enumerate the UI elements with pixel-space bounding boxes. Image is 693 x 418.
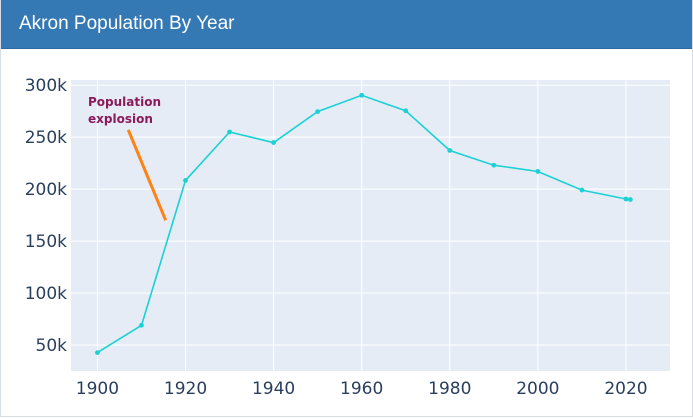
data-point (623, 196, 629, 202)
x-tick-label: 1900 (76, 379, 119, 399)
x-tick-label: 1920 (164, 379, 207, 399)
annotation-arrow (126, 129, 168, 221)
data-point (227, 129, 232, 135)
x-tick-label: 1980 (428, 379, 471, 399)
y-tick-label: 300k (25, 76, 67, 96)
data-point (139, 322, 144, 328)
y-tick-label: 250k (25, 128, 67, 148)
y-axis-tick-labels: 50k 100k 150k 200k 250k 300k (25, 76, 67, 356)
card-title: Akron Population By Year (19, 13, 235, 34)
y-tick-label: 200k (25, 180, 67, 200)
data-point (271, 140, 277, 145)
series-points (95, 92, 633, 356)
x-gridlines (96, 80, 627, 371)
plot-area (71, 80, 670, 371)
data-point (579, 187, 585, 193)
card-header: Akron Population By Year (1, 0, 692, 49)
data-point (447, 148, 453, 153)
annotation-text: Population explosion (88, 95, 161, 126)
x-tick-label: 1940 (252, 379, 295, 399)
x-axis-tick-labels: 1900 1920 1940 1960 1980 2000 2020 (76, 379, 648, 399)
series-line (96, 94, 631, 354)
y-tick-label: 150k (25, 232, 67, 252)
data-point (627, 197, 633, 202)
y-gridlines (71, 84, 670, 346)
data-point (535, 169, 541, 174)
x-tick-label: 1960 (340, 379, 383, 399)
data-point (95, 350, 100, 356)
x-tick-label: 2000 (516, 379, 559, 399)
data-point (491, 162, 497, 168)
x-tick-label: 2020 (604, 379, 647, 399)
data-point (359, 92, 365, 98)
annotation-text-line: Population (88, 95, 161, 109)
annotation-text-line: explosion (88, 112, 153, 126)
y-tick-label: 100k (25, 284, 67, 304)
y-tick-label: 50k (36, 336, 68, 356)
data-point (183, 177, 188, 183)
data-point (315, 109, 321, 114)
data-point (403, 108, 409, 114)
line-chart: 50k 100k 150k 200k 250k 300k 1900 1920 1940 1960… (25, 76, 670, 399)
